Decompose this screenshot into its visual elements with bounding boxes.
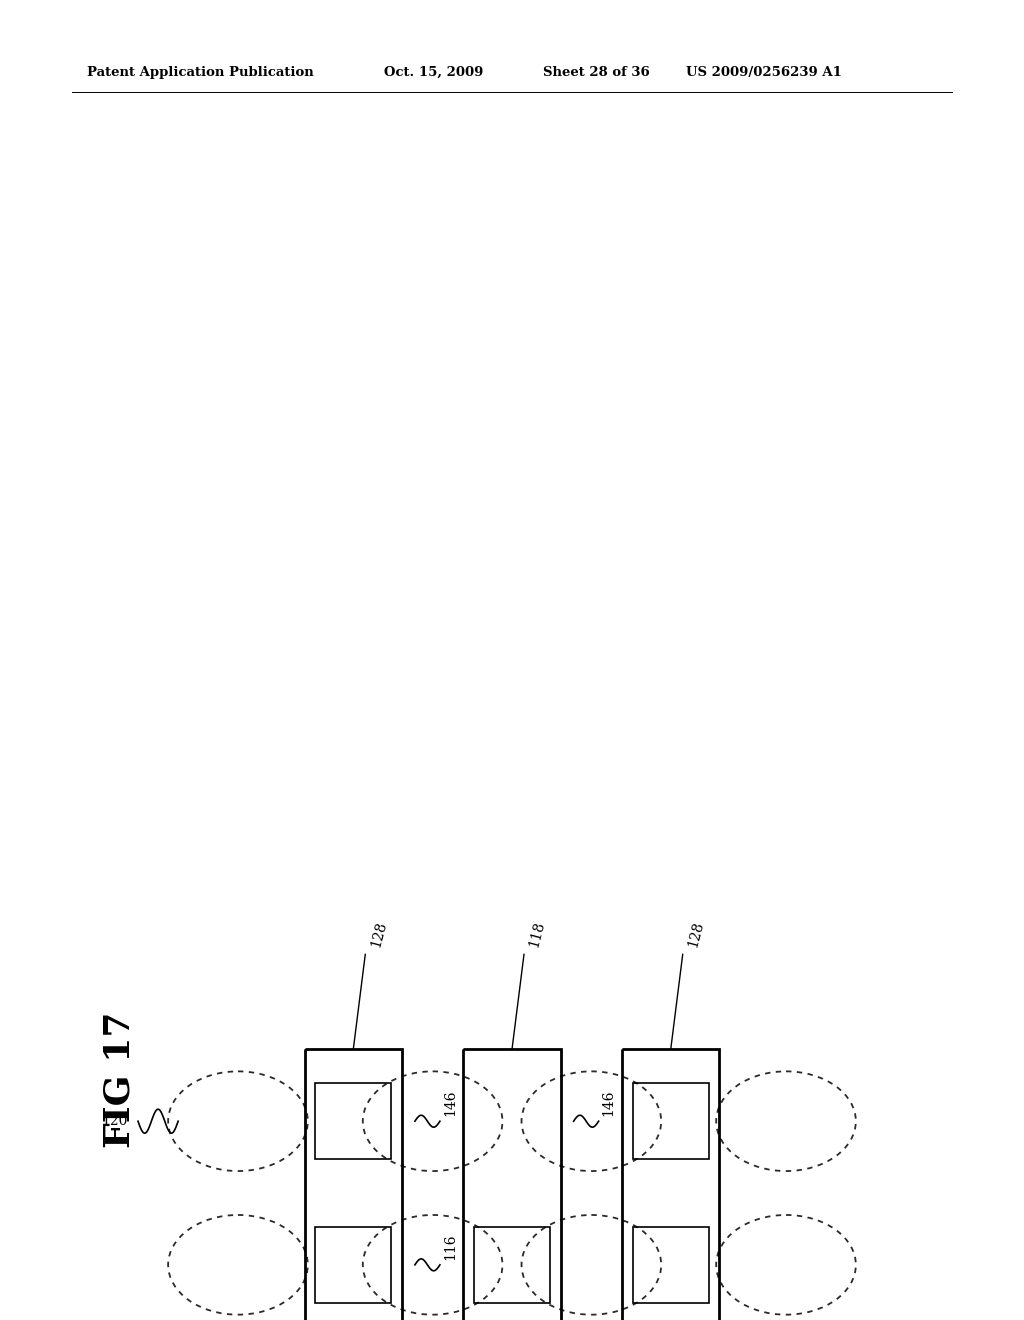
Bar xyxy=(315,1226,391,1303)
Text: 128: 128 xyxy=(686,919,707,948)
Text: 120: 120 xyxy=(101,1114,128,1129)
Text: FIG 17: FIG 17 xyxy=(102,1012,136,1148)
Text: 146: 146 xyxy=(443,1090,457,1117)
Bar xyxy=(315,1084,391,1159)
Bar xyxy=(305,1049,401,1320)
Text: Patent Application Publication: Patent Application Publication xyxy=(87,66,313,79)
Text: US 2009/0256239 A1: US 2009/0256239 A1 xyxy=(686,66,842,79)
Text: 128: 128 xyxy=(369,919,389,948)
Text: 146: 146 xyxy=(602,1090,615,1117)
Bar xyxy=(623,1049,719,1320)
Text: 118: 118 xyxy=(527,919,548,948)
Text: Oct. 15, 2009: Oct. 15, 2009 xyxy=(384,66,483,79)
Bar xyxy=(633,1084,709,1159)
Bar xyxy=(474,1226,550,1303)
Text: 116: 116 xyxy=(443,1233,457,1259)
Text: Sheet 28 of 36: Sheet 28 of 36 xyxy=(543,66,649,79)
Bar xyxy=(633,1226,709,1303)
Bar xyxy=(463,1049,561,1320)
